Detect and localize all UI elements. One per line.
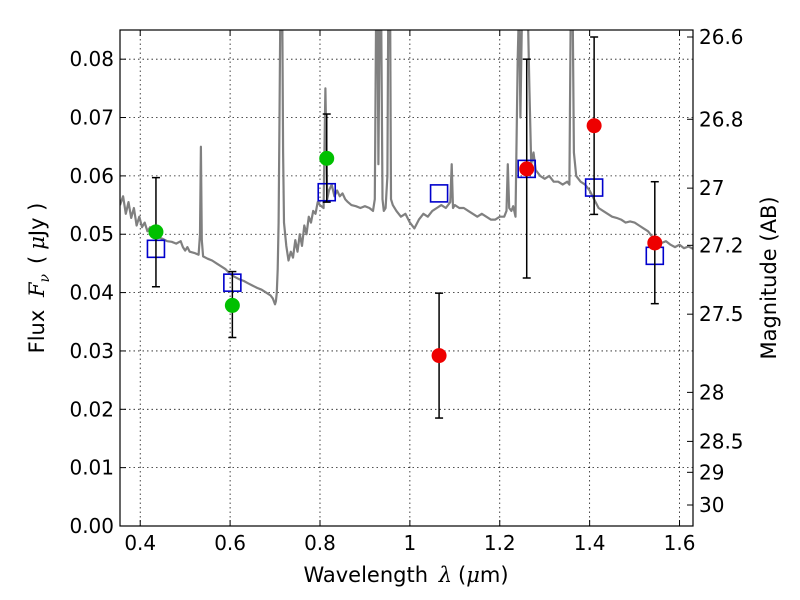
y-tick-label: 0.03 — [69, 339, 114, 363]
plot-area — [120, 30, 693, 419]
x-tick-label: 1.4 — [574, 531, 606, 555]
x-tick-label: 0.4 — [124, 531, 156, 555]
nir-data-point — [586, 118, 602, 134]
x-tick-label: 0.8 — [304, 531, 336, 555]
right-tick-label: 27.2 — [699, 233, 744, 257]
right-tick-label: 27 — [699, 176, 724, 200]
optical-data-point — [224, 297, 240, 313]
right-tick-label: 29 — [699, 460, 724, 484]
x-axis-label-text: Wavelength — [303, 563, 428, 587]
right-tick-label: 28.5 — [699, 429, 744, 453]
x-axis-label: Wavelength λ (μm) — [303, 563, 508, 587]
y-axis-unit-open: ( — [25, 256, 49, 264]
optical-data-point — [319, 150, 335, 166]
y-axis-unit-rest: Jy ) — [25, 203, 49, 239]
nir-data-point — [431, 348, 447, 364]
y-tick-label: 0.01 — [69, 456, 114, 480]
right-tick-label: 26.6 — [699, 25, 744, 49]
y-tick-label: 0.04 — [69, 281, 114, 305]
x-axis-unit-open: ( — [458, 563, 466, 587]
spectrum-line — [120, 30, 693, 306]
model-photometry-square — [429, 184, 449, 203]
x-axis-unit-mu: μ — [466, 563, 480, 587]
optical-data-point — [148, 224, 164, 240]
right-tick-label: 26.8 — [699, 107, 744, 131]
y-axis-label: Flux Fν ( μJy ) — [25, 203, 53, 354]
x-tick-label: 1.2 — [484, 531, 516, 555]
right-tick-label: 28 — [699, 380, 724, 404]
y-axis-label-symbol: F — [25, 281, 49, 298]
y-tick-label: 0.08 — [69, 47, 114, 71]
plot-frame — [119, 29, 694, 527]
x-tick-label: 1.6 — [664, 531, 696, 555]
y-tick-label: 0.06 — [69, 164, 114, 188]
right-tick-label: 27.5 — [699, 302, 744, 326]
y-tick-label: 0.05 — [69, 222, 114, 246]
right-tick-label: 30 — [699, 493, 724, 517]
x-axis-label-symbol: λ — [438, 563, 452, 587]
x-tick-label: 0.6 — [214, 531, 246, 555]
axis-ticks: 0.4 0.6 0.8 1 1.2 1.4 1.6 0.00 0.01 0.02 0.03 0.04 0… — [69, 25, 743, 555]
nir-data-point — [647, 235, 663, 251]
y-tick-label: 0.07 — [69, 106, 114, 130]
y-axis-label-subscript: ν — [37, 273, 53, 282]
x-tick-label: 1 — [404, 531, 417, 555]
y-tick-label: 0.00 — [69, 514, 114, 538]
x-axis-unit-rest: m) — [480, 563, 509, 587]
nir-data-point — [519, 161, 535, 177]
right-axis-label: Magnitude (AB) — [757, 196, 781, 359]
y-axis-unit-mu: μ — [25, 236, 49, 250]
y-axis-label-text: Flux — [25, 310, 49, 354]
y-tick-label: 0.02 — [69, 397, 114, 421]
